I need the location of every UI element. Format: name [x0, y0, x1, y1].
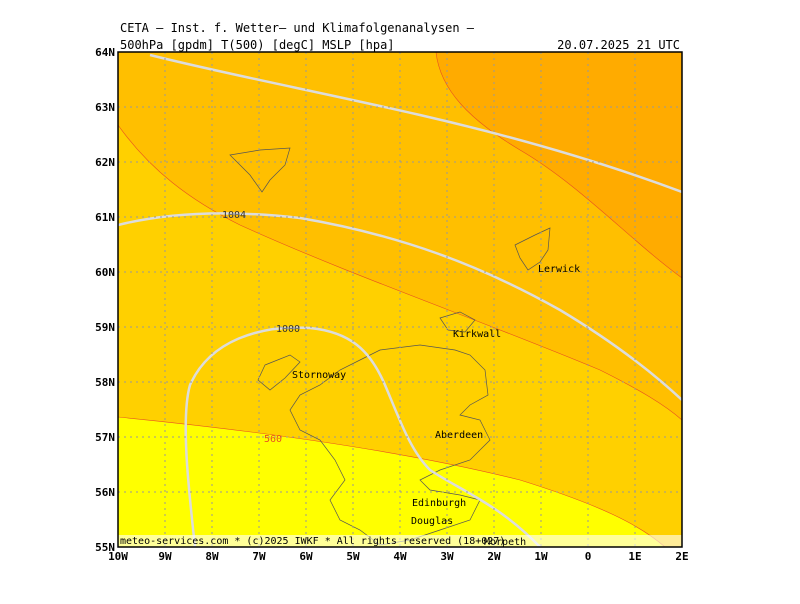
longitude-label: 7W [252, 550, 266, 563]
header-parameters: 500hPa [gpdm] T(500) [degC] MSLP [hpa] [120, 38, 395, 52]
latitude-label: 62N [95, 156, 115, 169]
header-title: CETA – Inst. f. Wetter– und Klimafolgena… [120, 21, 475, 35]
map-frame [117, 51, 683, 548]
latitude-label: 57N [95, 431, 115, 444]
longitude-label: 1W [534, 550, 548, 563]
contour-label: 1004 [222, 210, 246, 221]
contour-label: 1000 [276, 324, 300, 335]
place-label: Douglas [411, 516, 453, 527]
longitude-label: 1E [628, 550, 641, 563]
longitude-label: 8W [205, 550, 219, 563]
longitude-label: 10W [108, 550, 128, 563]
band-lower [118, 416, 666, 547]
footer: meteo-services.com * (c)2025 IWKF * All … [120, 536, 505, 547]
header-valid-time: 20.07.2025 21 UTC [557, 38, 680, 52]
longitude-label: 4W [393, 550, 407, 563]
longitude-label: 5W [346, 550, 360, 563]
latitude-label: 60N [95, 266, 115, 279]
footer-strip [118, 535, 682, 547]
place-label: Kirkwall [453, 329, 501, 340]
longitude-label: 2W [487, 550, 501, 563]
band-top-right [435, 52, 682, 279]
latitude-label: 59N [95, 321, 115, 334]
longitude-label: 9W [158, 550, 172, 563]
latitude-label: 63N [95, 101, 115, 114]
place-label: Morpeth [484, 537, 526, 548]
latitude-label: 58N [95, 376, 115, 389]
map-area [118, 52, 682, 547]
latitude-label: 61N [95, 211, 115, 224]
longitude-label: 6W [299, 550, 313, 563]
latitude-label: 56N [95, 486, 115, 499]
latitude-label: 55N [95, 541, 115, 554]
longitude-label: 0 [585, 550, 592, 563]
longitude-label: 3W [440, 550, 454, 563]
place-label: Edinburgh [412, 498, 466, 509]
isobars [118, 53, 682, 547]
contour-label: 560 [264, 434, 282, 445]
graticule [118, 52, 682, 547]
place-label: Lerwick [538, 264, 580, 275]
place-label: Stornoway [292, 370, 346, 381]
place-label: Aberdeen [435, 430, 483, 441]
longitude-label: 2E [675, 550, 688, 563]
latitude-label: 64N [95, 46, 115, 59]
